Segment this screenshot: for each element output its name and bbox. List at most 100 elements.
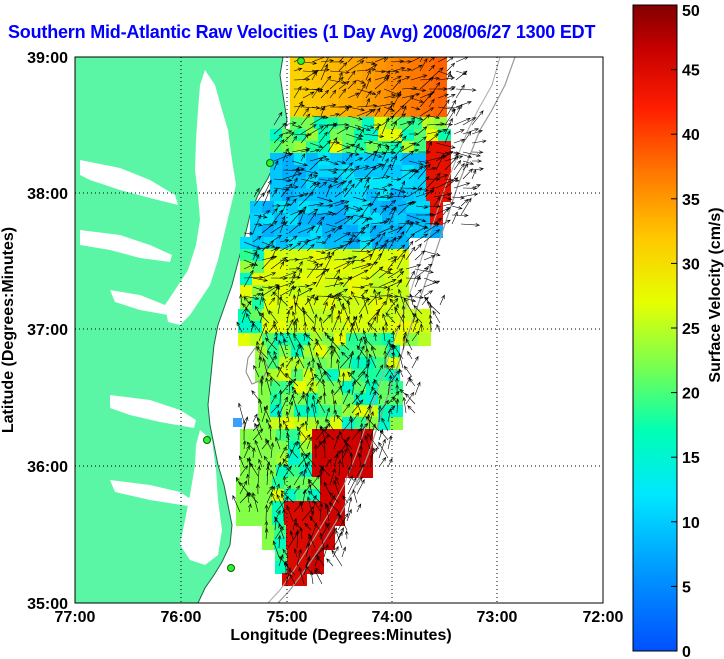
velocity-arrow: [351, 258, 366, 263]
velocity-arrow: [271, 204, 282, 208]
velocity-arrow: [347, 60, 365, 72]
velocity-arrow: [336, 143, 356, 153]
colorbar-tick-label: 5: [682, 579, 691, 596]
velocity-arrow: [297, 284, 310, 288]
velocity-arrow: [306, 406, 310, 423]
velocity-arrow: [333, 232, 351, 243]
velocity-cell: [233, 418, 242, 427]
velocity-arrow: [387, 258, 397, 270]
velocity-cell: [240, 249, 253, 262]
velocity-cell: [260, 513, 273, 526]
velocity-cell: [250, 201, 263, 214]
velocity-arrow: [252, 214, 262, 234]
velocity-cell: [312, 429, 325, 442]
velocity-arrow: [360, 283, 374, 288]
velocity-arrow: [356, 104, 378, 108]
velocity-arrow: [331, 345, 341, 360]
velocity-arrow: [269, 376, 273, 387]
velocity-arrow: [236, 321, 243, 333]
velocity-cell: [288, 261, 301, 274]
velocity-cell: [302, 57, 315, 70]
velocity-arrow: [295, 529, 300, 549]
velocity-arrow: [423, 229, 441, 243]
velocity-cell: [260, 477, 273, 490]
velocity-arrow: [426, 141, 432, 153]
velocity-arrow: [356, 476, 363, 486]
velocity-arrow: [410, 64, 423, 72]
velocity-arrow: [342, 388, 351, 405]
velocity-arrow: [460, 198, 469, 207]
velocity-arrow: [318, 139, 332, 153]
velocity-cell: [342, 165, 355, 178]
velocity-cell: [250, 333, 263, 346]
velocity-arrow: [324, 233, 332, 243]
velocity-cell: [378, 141, 391, 154]
velocity-arrow: [288, 222, 302, 234]
velocity-arrow: [388, 206, 396, 216]
velocity-cell: [338, 93, 351, 106]
y-tick-label: 37:00: [27, 322, 68, 339]
velocity-arrow: [345, 442, 353, 459]
x-axis-label: Longitude (Degrees:Minutes): [230, 627, 451, 644]
velocity-arrow: [284, 373, 299, 387]
velocity-arrow: [291, 135, 298, 144]
velocity-arrow: [428, 115, 441, 120]
velocity-arrow: [343, 438, 353, 450]
velocity-arrow: [352, 488, 358, 504]
velocity-arrow: [367, 308, 381, 324]
velocity-arrow: [297, 431, 301, 441]
velocity-arrow: [329, 468, 336, 486]
velocity-arrow: [357, 452, 362, 468]
velocity-arrow: [307, 478, 322, 495]
velocity-arrow: [252, 492, 259, 513]
velocity-cell: [276, 465, 289, 478]
velocity-arrow: [302, 390, 308, 405]
velocity-arrow: [320, 57, 331, 72]
velocity-cell: [240, 429, 253, 442]
velocity-cell: [255, 369, 268, 382]
velocity-arrow: [329, 70, 350, 75]
velocity-arrow: [347, 106, 366, 112]
velocity-cell: [287, 561, 300, 574]
velocity-cell: [386, 57, 399, 70]
velocity-arrow: [282, 172, 303, 180]
velocity-cell: [330, 417, 343, 430]
velocity-arrow: [375, 364, 384, 378]
velocity-arrow: [318, 181, 328, 189]
velocity-arrow: [319, 502, 324, 522]
velocity-arrow: [379, 206, 387, 216]
velocity-cell: [434, 69, 447, 82]
velocity-arrow: [327, 160, 339, 166]
velocity-arrow: [401, 95, 415, 108]
velocity-cell: [300, 273, 313, 286]
x-tick-label: 72:00: [583, 609, 624, 626]
velocity-arrow: [369, 285, 389, 290]
velocity-cell: [314, 117, 327, 130]
velocity-arrow: [396, 278, 402, 288]
velocity-arrow: [451, 211, 458, 225]
velocity-arrow: [426, 166, 437, 171]
velocity-cell: [334, 225, 347, 238]
velocity-cell: [276, 261, 289, 274]
velocity-arrow: [351, 249, 372, 254]
velocity-cell: [252, 429, 265, 442]
velocity-cell: [294, 381, 307, 394]
velocity-arrow: [367, 322, 378, 333]
velocity-arrow: [273, 350, 278, 360]
velocity-arrow: [378, 268, 392, 274]
velocity-arrow: [293, 67, 303, 72]
velocity-arrow: [322, 301, 328, 315]
velocity-cell: [311, 549, 324, 562]
velocity-arrow: [300, 149, 310, 153]
velocity-cell: [324, 465, 337, 478]
velocity-cell: [302, 105, 315, 118]
velocity-arrow: [371, 346, 377, 360]
velocity-arrow: [358, 297, 369, 315]
velocity-arrow: [238, 455, 245, 468]
velocity-cell: [306, 165, 319, 178]
velocity-arrow: [302, 91, 315, 99]
velocity-cell: [282, 189, 295, 202]
velocity-arrow: [306, 259, 318, 264]
velocity-cell: [274, 201, 287, 214]
velocity-arrow: [291, 124, 303, 129]
